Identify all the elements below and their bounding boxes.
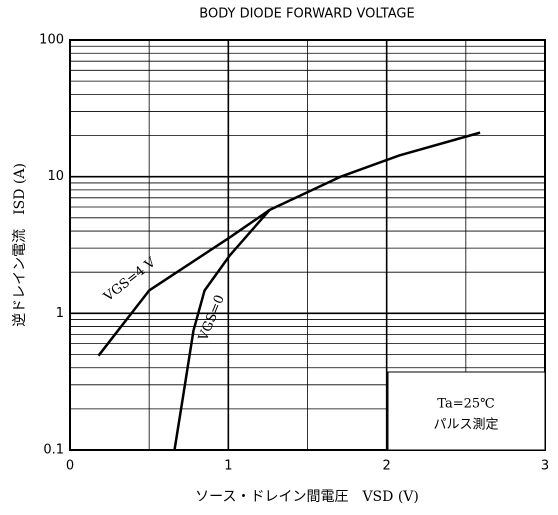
annotation: パルス測定 <box>433 418 498 433</box>
y-tick-label: 100 <box>39 33 64 48</box>
x-tick-label: 0 <box>66 459 74 474</box>
series-line <box>97 131 481 357</box>
series-label: VGS=4 V <box>100 255 159 306</box>
y-tick-label: 1 <box>56 306 64 321</box>
annotation: Ta=25℃ <box>437 397 494 412</box>
x-tick-label: 2 <box>383 459 391 474</box>
y-tick-label: 10 <box>47 169 64 184</box>
x-tick-label: 1 <box>224 459 232 474</box>
x-tick-label: 3 <box>541 459 549 474</box>
plot-frame <box>69 39 546 451</box>
series-line <box>173 209 271 451</box>
x-axis-label: ソース・ドレイン間電圧 VSD (V) <box>195 489 419 505</box>
y-tick-label: 0.1 <box>43 443 64 458</box>
annotation-box <box>387 371 546 451</box>
y-axis-label: 逆ドレイン電流 ISD (A) <box>12 163 28 327</box>
chart-title: BODY DIODE FORWARD VOLTAGE <box>199 7 414 22</box>
